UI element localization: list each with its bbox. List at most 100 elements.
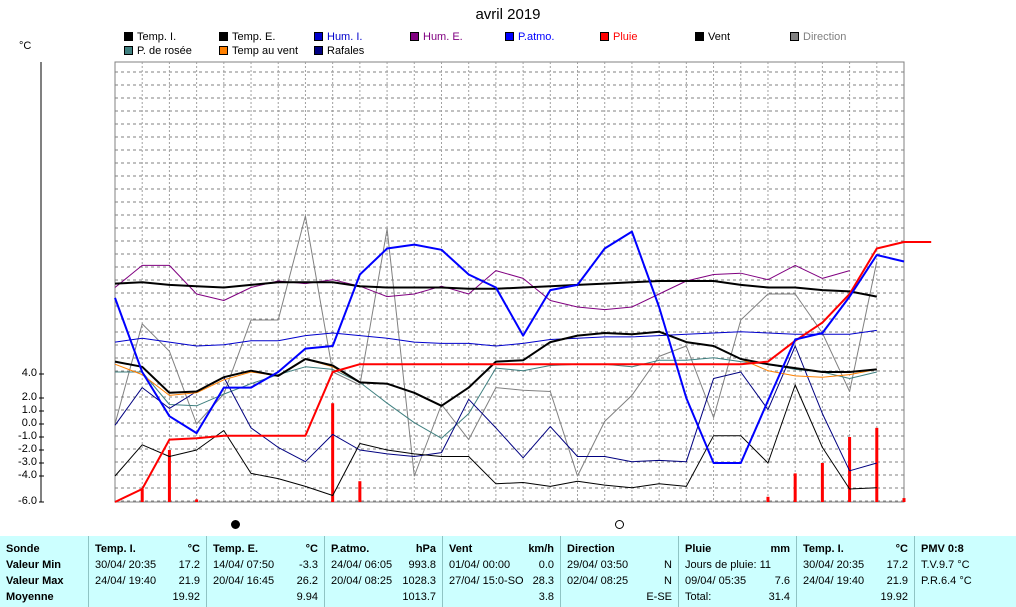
series-line-hum-i-	[114, 329, 877, 347]
legend-label: Hum. I.	[327, 31, 363, 43]
stat-value: 21.9	[178, 575, 200, 587]
legend-label: Rafales	[327, 45, 365, 57]
stats-avg: 1013.7	[331, 589, 436, 605]
stat-text: Temp. I.	[95, 543, 136, 555]
y-tick-label: 2.0	[21, 391, 37, 403]
stat-value: N	[664, 575, 672, 587]
legend-item: Temp. I.	[124, 31, 176, 43]
stat-text: 02/04/ 08:25	[567, 575, 629, 587]
y-tick-label: -6.0	[18, 495, 37, 507]
stat-value: hPa	[415, 543, 436, 555]
y-axis-unit: °C	[19, 40, 32, 52]
y-tick-label: 0.0	[21, 417, 37, 429]
stats-avg: E-SE	[567, 589, 672, 605]
pmv-tv: T.V.9.7 °C	[921, 559, 970, 571]
legend-item: Pluie	[600, 31, 637, 43]
legend-swatch	[505, 32, 514, 41]
new-moon-icon	[231, 520, 240, 529]
pmv-header: PMV 0:8	[921, 543, 964, 555]
legend-item: Vent	[695, 31, 730, 43]
legend-label: Direction	[803, 31, 847, 43]
series-line-direction	[114, 215, 878, 477]
stats-min: 30/04/ 20:35 17.2	[803, 557, 908, 573]
stats-header: Temp. I. °C	[803, 541, 908, 557]
stat-value: °C	[305, 543, 318, 555]
chart-plot	[39, 61, 932, 503]
legend-swatch	[219, 32, 228, 41]
legend-swatch	[410, 32, 419, 41]
series-line-temp-e-	[114, 330, 877, 407]
legend-swatch	[790, 32, 799, 41]
stat-value: -3.3	[299, 559, 318, 571]
y-tick-label: -2.0	[18, 443, 37, 455]
stat-text: Pluie	[685, 543, 712, 555]
stats-column: Sonde Valeur Min Valeur Max Moyenne	[0, 536, 88, 607]
stat-value: 26.2	[296, 575, 318, 587]
stat-value: 1013.7	[402, 591, 436, 603]
series-line-p-atmo-	[114, 230, 905, 464]
stats-header: Pluie mm	[685, 541, 790, 557]
stat-text: Temp. E.	[213, 543, 259, 555]
legend-item: Hum. I.	[314, 31, 362, 43]
stat-text: 01/04/ 00:00	[449, 559, 511, 571]
stats-max: 27/04/ 15:0-SO 28.3	[449, 573, 554, 589]
stats-min: 01/04/ 00:00 0.0	[449, 557, 554, 573]
legend-label: P.atmo.	[518, 31, 555, 43]
stat-text: P.atmo.	[331, 543, 370, 555]
stat-value: E-SE	[646, 591, 672, 603]
legend-item: Rafales	[314, 45, 364, 57]
stats-max: 20/04/ 08:25 1028.3	[331, 573, 436, 589]
legend-swatch	[124, 32, 133, 41]
full-moon-icon	[615, 520, 624, 529]
stat-text: Jours de pluie: 11	[685, 559, 772, 571]
stat-text: 24/04/ 19:40	[95, 575, 157, 587]
y-tick-label: 4.0	[21, 367, 37, 379]
legend-swatch	[314, 32, 323, 41]
chart-title: avril 2019	[475, 6, 541, 23]
stats-column: Temp. I. °C 30/04/ 20:35 17.2 24/04/ 19:40 21…	[796, 536, 914, 607]
stat-value: 19.92	[880, 591, 908, 603]
legend-item: Direction	[790, 31, 846, 43]
legend-label: P. de rosée	[137, 45, 192, 57]
stat-text: 24/04/ 19:40	[803, 575, 865, 587]
stats-avg: 3.8	[449, 589, 554, 605]
stat-text: 14/04/ 07:50	[213, 559, 275, 571]
stat-value: 1028.3	[402, 575, 436, 587]
stat-value: °C	[187, 543, 200, 555]
stats-header: Direction	[567, 541, 672, 557]
stat-value: 19.92	[172, 591, 200, 603]
stats-min: 14/04/ 07:50 -3.3	[213, 557, 318, 573]
stats-header: P.atmo. hPa	[331, 541, 436, 557]
stats-row-label: Valeur Max	[6, 575, 64, 587]
stats-column: Pluie mm Jours de pluie: 11 09/04/ 05:35 7.6…	[678, 536, 796, 607]
legend-label: Temp au vent	[232, 45, 299, 57]
legend-label: Hum. E.	[423, 31, 463, 43]
legend-label: Temp. E.	[232, 31, 276, 43]
stats-max: 02/04/ 08:25 N	[567, 573, 672, 589]
y-tick-label: 1.0	[21, 404, 37, 416]
stat-value: 3.8	[538, 591, 554, 603]
stats-avg: 9.94	[213, 589, 318, 605]
stats-column: Temp. E. °C 14/04/ 07:50 -3.3 20/04/ 16:45 26…	[206, 536, 324, 607]
stats-column: Direction 29/04/ 03:50 N 02/04/ 08:25 N E-SE	[560, 536, 678, 607]
stat-value: °C	[895, 543, 908, 555]
stat-text: Direction	[567, 543, 615, 555]
stat-text: Temp. I.	[803, 543, 844, 555]
y-tick-label: -1.0	[18, 430, 37, 442]
stat-value: 7.6	[774, 575, 790, 587]
y-tick-label: -4.0	[18, 469, 37, 481]
stats-column: Vent km/h 01/04/ 00:00 0.0 27/04/ 15:0-SO 28.…	[442, 536, 560, 607]
legend-label: Vent	[708, 31, 731, 43]
stat-value: 17.2	[886, 559, 908, 571]
stat-value: 17.2	[178, 559, 200, 571]
legend-swatch	[219, 46, 228, 55]
stats-max: 20/04/ 16:45 26.2	[213, 573, 318, 589]
stats-min: 29/04/ 03:50 N	[567, 557, 672, 573]
stat-value: 31.4	[768, 591, 790, 603]
stat-value: mm	[770, 543, 790, 555]
stat-text: Total:	[685, 591, 712, 603]
stats-avg: 19.92	[95, 589, 200, 605]
stats-column: P.atmo. hPa 24/04/ 06:05 993.8 20/04/ 08:25 1…	[324, 536, 442, 607]
stats-max: 24/04/ 19:40 21.9	[803, 573, 908, 589]
legend-swatch	[695, 32, 704, 41]
